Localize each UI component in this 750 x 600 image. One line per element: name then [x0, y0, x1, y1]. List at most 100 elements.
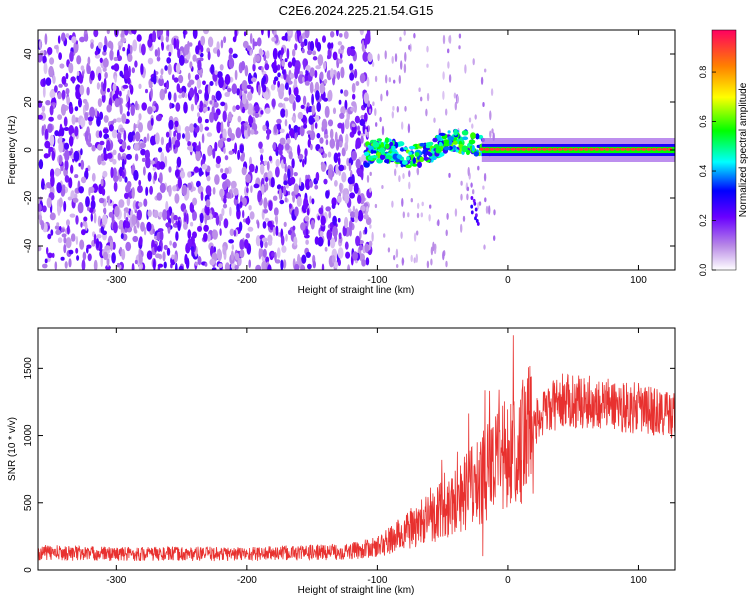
spectrogram-cell — [58, 141, 64, 153]
spectrogram-cell — [439, 141, 442, 147]
spectrogram-cell — [349, 48, 356, 57]
spectrogram-cell — [410, 198, 413, 203]
spectrogram-cell — [137, 185, 143, 194]
spectrogram-cell — [294, 206, 299, 217]
spectrogram-cell — [112, 221, 118, 234]
spectrogram-cell — [165, 131, 170, 138]
spectrogram-cell — [75, 215, 79, 225]
spectrogram-cell — [367, 52, 373, 63]
spectrogram-cell — [278, 102, 284, 108]
spectrogram-cell — [291, 57, 296, 67]
spectrogram-cell — [199, 212, 204, 224]
spectrogram-cell — [48, 65, 54, 78]
spectrogram-cell — [94, 108, 98, 117]
spectrogram-cell — [175, 102, 181, 112]
spectrogram-cell — [193, 166, 200, 173]
spectrogram-cell — [138, 113, 142, 121]
spectrogram-cell — [385, 158, 390, 164]
spectrogram-cell — [314, 236, 319, 245]
spectrogram-cell — [360, 135, 364, 144]
spectrogram-cell — [301, 254, 307, 264]
spectrogram-cell — [460, 180, 463, 186]
spectrogram-cell — [38, 214, 43, 221]
spectrogram-cell — [330, 68, 334, 79]
spectrogram-cell — [323, 79, 328, 84]
spectrogram-cell — [214, 70, 218, 75]
spectrogram-cell — [615, 147, 621, 151]
spectrogram-cell — [133, 142, 139, 151]
spectrogram-cell — [227, 87, 232, 93]
spectrogram-cell — [61, 228, 65, 233]
spectrogram-cell — [185, 130, 191, 142]
spectrogram-cell — [304, 80, 310, 86]
spectrogram-cell — [443, 139, 450, 145]
spectrogram-cell — [381, 185, 384, 189]
spectrogram-cell — [200, 191, 204, 201]
spectrogram-cell — [207, 145, 213, 157]
spectrogram-cell — [118, 219, 124, 227]
spectrogram-cell — [302, 158, 305, 168]
spectrogram-cell — [305, 65, 311, 71]
spectrogram-cell — [88, 132, 92, 144]
spectrogram-cell — [484, 147, 490, 151]
spectrogram-cell — [309, 67, 315, 77]
spectrogram-cell — [217, 139, 224, 149]
spectrogram-cell — [425, 151, 431, 156]
spectrogram-cell — [246, 84, 252, 90]
spectrogram-cell — [361, 205, 366, 212]
spectrogram-cell — [646, 147, 652, 151]
spectrogram-cell — [400, 231, 403, 239]
spectrogram-cell — [568, 147, 574, 151]
spectrogram-cell — [264, 107, 271, 114]
spectrogram-cell — [133, 169, 139, 181]
spectrogram-cell — [232, 53, 238, 59]
spectrogram-cell — [159, 230, 164, 242]
spectrogram-cell — [45, 182, 52, 189]
spectrogram-cell — [236, 203, 240, 213]
spectrogram-cell — [354, 68, 358, 79]
spectrogram-cell — [160, 136, 164, 146]
spectrogram-cell — [211, 94, 215, 101]
spectrogram-cell — [359, 230, 362, 240]
spectrogram-cell — [384, 50, 387, 60]
spectrogram-cell — [104, 35, 107, 47]
spectrogram-cell — [74, 193, 78, 200]
spectrogram-cell — [395, 248, 399, 258]
spectrogram-cell — [42, 86, 46, 98]
spectrogram-cell — [222, 128, 227, 141]
spectrogram-cell — [222, 181, 228, 191]
spectrogram-cell — [242, 40, 249, 49]
spectrogram-cell — [138, 179, 142, 186]
spectrogram-cell — [100, 226, 105, 234]
spectrogram-cell — [303, 58, 306, 70]
spectrogram-cell — [197, 59, 202, 71]
spectrogram-cell — [124, 176, 128, 183]
spectrogram-cell — [480, 76, 484, 85]
spectrogram-cell — [97, 41, 103, 49]
spectrogram-cell — [349, 63, 354, 71]
spectrogram-cell — [125, 241, 132, 252]
spectrogram-cell — [66, 96, 71, 106]
spectrogram-cell — [331, 203, 336, 209]
spectrogram-cell — [325, 206, 332, 212]
spectrogram-cell — [40, 220, 45, 231]
spectrogram-cell — [54, 45, 59, 50]
spectrogram-cell — [172, 241, 177, 249]
spectrogram-cell — [63, 236, 67, 244]
spectrogram-cell — [248, 116, 254, 125]
spectrogram-cell — [158, 77, 165, 87]
spectrogram-cell — [168, 119, 174, 130]
spectrogram-cell — [106, 104, 112, 113]
spectrogram-cell — [129, 83, 132, 90]
spectrogram-cell — [80, 117, 86, 128]
spectrogram-cell — [426, 45, 429, 53]
spectrogram-cell — [211, 106, 215, 115]
snr-y-axis: 0 500 1000 1500 — [23, 357, 675, 573]
spectrogram-cell — [314, 184, 319, 190]
spectrogram-cell — [375, 122, 378, 127]
spectrogram-cell — [298, 74, 304, 84]
spectrogram-cell — [155, 253, 161, 259]
spectrogram-cell — [207, 83, 211, 95]
spectrogram-cell — [201, 133, 205, 144]
spectrogram-cell — [241, 106, 246, 114]
